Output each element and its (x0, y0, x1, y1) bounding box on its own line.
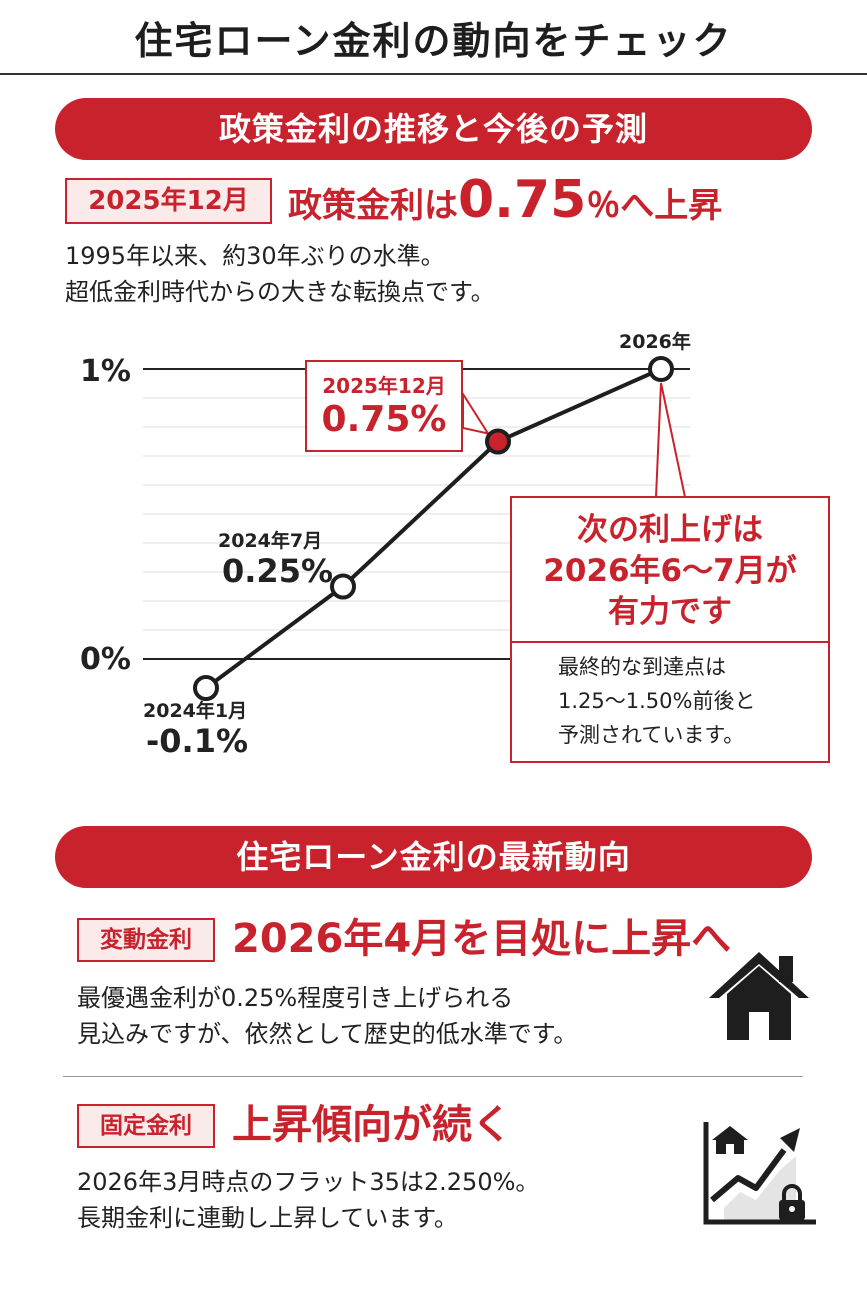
point-date-label: 2024年7月 (218, 530, 323, 552)
headline-suffix: ％へ上昇 (586, 186, 723, 226)
rate-data-points (193, 356, 674, 701)
title-divider (0, 73, 867, 75)
fixed-rate-headline: 上昇傾向が続く (232, 1102, 512, 1148)
section-divider (63, 1076, 803, 1077)
callout-date: 2025年12月 (322, 374, 446, 398)
highlight-callout-pointer (462, 390, 491, 435)
rate-line-series (204, 367, 662, 690)
fixed-rate-description: 2026年3月時点のフラット35は2.250%。 長期金利に連動し上昇しています… (77, 1168, 540, 1232)
policy-rate-headline: 政策金利は0.75％へ上昇 (288, 168, 722, 238)
point-value-label: -0.1% (146, 722, 249, 760)
date-tag: 2025年12月 (65, 178, 272, 224)
forecast-body: 最終的な到達点は 1.25〜1.50%前後と 予測されています。 (558, 655, 756, 747)
fixed-rate-tag: 固定金利 (77, 1104, 215, 1148)
point-date-label: 2026年 (619, 331, 691, 353)
forecast-callout-pointer (654, 382, 687, 498)
variable-rate-description: 最優遇金利が0.25%程度引き上げられる 見込みですが、依然として歴史的低水準で… (77, 984, 578, 1048)
variable-rate-tag: 変動金利 (77, 918, 215, 962)
section-banner-policy-rate: 政策金利の推移と今後の予測 (55, 98, 812, 160)
highlight-data-point (485, 428, 511, 455)
forecast-headline: 次の利上げは 2026年6〜7月が 有力です (512, 498, 828, 643)
headline-rate-value: 0.75 (458, 170, 587, 230)
data-point (648, 356, 674, 382)
section-banner-loan-rates: 住宅ローン金利の最新動向 (55, 826, 812, 888)
forecast-callout: 次の利上げは 2026年6〜7月が 有力です 最終的な到達点は 1.25〜1.5… (510, 496, 830, 763)
point-date-label: 2024年1月 (143, 700, 248, 722)
y-tick-label-1: 1% (80, 354, 131, 389)
headline-prefix: 政策金利は (288, 186, 458, 226)
policy-rate-description: 1995年以来、約30年ぶりの水準。 超低金利時代からの大きな転換点です。 (65, 242, 495, 306)
data-point (193, 675, 219, 701)
point-value-label: 0.25% (222, 552, 334, 590)
page-title: 住宅ローン金利の動向をチェック (134, 19, 733, 63)
callout-value: 0.75% (321, 399, 447, 440)
house-icon (709, 952, 809, 1040)
data-point (330, 573, 356, 600)
y-tick-label-0: 0% (80, 642, 131, 677)
callout-connectors (462, 382, 687, 498)
rising-chart-house-lock-icon (703, 1122, 816, 1225)
policy-rate-chart (143, 356, 690, 701)
rate-line (204, 367, 662, 690)
variable-rate-headline: 2026年4月を目処に上昇へ (232, 916, 732, 962)
highlight-callout: 2025年12月 0.75% (305, 360, 463, 452)
